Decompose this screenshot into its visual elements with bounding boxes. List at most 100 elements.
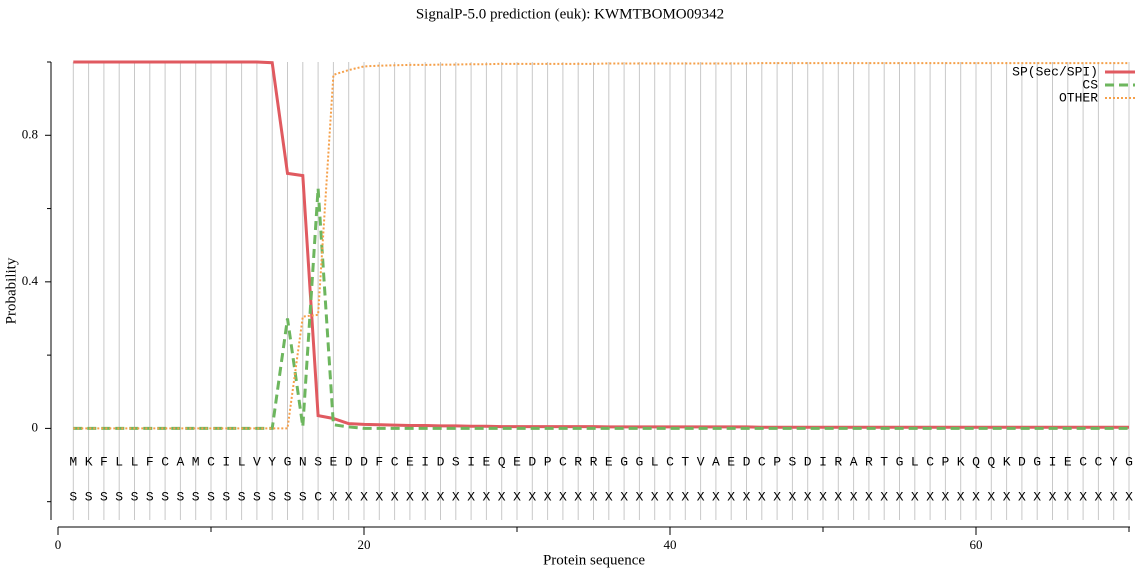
residue: L	[131, 454, 139, 469]
residue: F	[375, 454, 383, 469]
residue: A	[176, 454, 184, 469]
annotation: X	[758, 489, 766, 504]
annotation: X	[1049, 489, 1057, 504]
residue: G	[1125, 454, 1133, 469]
residue: C	[1094, 454, 1102, 469]
annotation: X	[819, 489, 827, 504]
annotation: X	[590, 489, 598, 504]
residue: E	[406, 454, 414, 469]
annotation: S	[115, 489, 123, 504]
residue: D	[360, 454, 368, 469]
annotation: X	[406, 489, 414, 504]
legend-label: SP(Sec/SPI)	[1012, 64, 1098, 79]
annotation: X	[1064, 489, 1072, 504]
annotation: X	[957, 489, 965, 504]
x-axis-label: Protein sequence	[543, 552, 645, 568]
annotation: X	[574, 489, 582, 504]
annotation: X	[513, 489, 521, 504]
annotation: X	[1003, 489, 1011, 504]
annotation: S	[299, 489, 307, 504]
annotation: X	[727, 489, 735, 504]
residue: Y	[268, 454, 276, 469]
residue: P	[773, 454, 781, 469]
legend-label: CS	[1082, 77, 1098, 92]
residue: D	[437, 454, 445, 469]
annotation: S	[238, 489, 246, 504]
residue: I	[1049, 454, 1057, 469]
residue: M	[192, 454, 200, 469]
annotation: X	[375, 489, 383, 504]
residue: C	[559, 454, 567, 469]
residue: C	[1079, 454, 1087, 469]
residue: T	[880, 454, 888, 469]
residue: L	[911, 454, 919, 469]
residue: F	[100, 454, 108, 469]
annotation: X	[804, 489, 812, 504]
residue: G	[896, 454, 904, 469]
annotation: S	[268, 489, 276, 504]
annotation: X	[421, 489, 429, 504]
annotation: X	[1110, 489, 1118, 504]
annotation: X	[528, 489, 536, 504]
annotation: S	[100, 489, 108, 504]
residue: A	[712, 454, 720, 469]
y-tick-label: 0	[32, 419, 39, 434]
annotation: X	[681, 489, 689, 504]
residue: L	[115, 454, 123, 469]
residue: S	[788, 454, 796, 469]
x-tick-label: 0	[55, 537, 62, 552]
annotation: X	[941, 489, 949, 504]
residue: L	[238, 454, 246, 469]
annotation: X	[788, 489, 796, 504]
annotation: S	[284, 489, 292, 504]
series-line	[73, 62, 1129, 430]
y-tick-label: 0.8	[22, 126, 38, 141]
residue: C	[666, 454, 674, 469]
residue: S	[314, 454, 322, 469]
residue: E	[605, 454, 613, 469]
residue: V	[253, 454, 261, 469]
annotation: X	[834, 489, 842, 504]
residue: K	[85, 454, 93, 469]
annotation: X	[1079, 489, 1087, 504]
residue: K	[957, 454, 965, 469]
residue: I	[421, 454, 429, 469]
annotation: X	[620, 489, 628, 504]
residue: M	[69, 454, 77, 469]
x-tick-label: 60	[970, 537, 983, 552]
residue: T	[681, 454, 689, 469]
annotation: X	[850, 489, 858, 504]
annotation: X	[544, 489, 552, 504]
annotation: X	[666, 489, 674, 504]
residue: C	[207, 454, 215, 469]
annotation: X	[345, 489, 353, 504]
annotation: S	[131, 489, 139, 504]
residue: D	[1018, 454, 1026, 469]
residue: Q	[498, 454, 506, 469]
residue: G	[284, 454, 292, 469]
annotation: X	[559, 489, 567, 504]
annotation: X	[391, 489, 399, 504]
annotation: S	[253, 489, 261, 504]
annotation: X	[972, 489, 980, 504]
residue: E	[482, 454, 490, 469]
annotation: X	[437, 489, 445, 504]
residue: A	[850, 454, 858, 469]
residue: C	[758, 454, 766, 469]
residue: R	[865, 454, 873, 469]
x-tick-label: 40	[664, 537, 677, 552]
annotation: X	[1125, 489, 1133, 504]
annotation: X	[743, 489, 751, 504]
residue: Q	[987, 454, 995, 469]
annotation: X	[651, 489, 659, 504]
annotation: X	[329, 489, 337, 504]
residue: N	[299, 454, 307, 469]
annotation: X	[1094, 489, 1102, 504]
annotation: X	[498, 489, 506, 504]
annotation: S	[69, 489, 77, 504]
annotation: S	[176, 489, 184, 504]
residue: I	[222, 454, 230, 469]
residue: D	[804, 454, 812, 469]
annotation: X	[911, 489, 919, 504]
annotation: X	[926, 489, 934, 504]
